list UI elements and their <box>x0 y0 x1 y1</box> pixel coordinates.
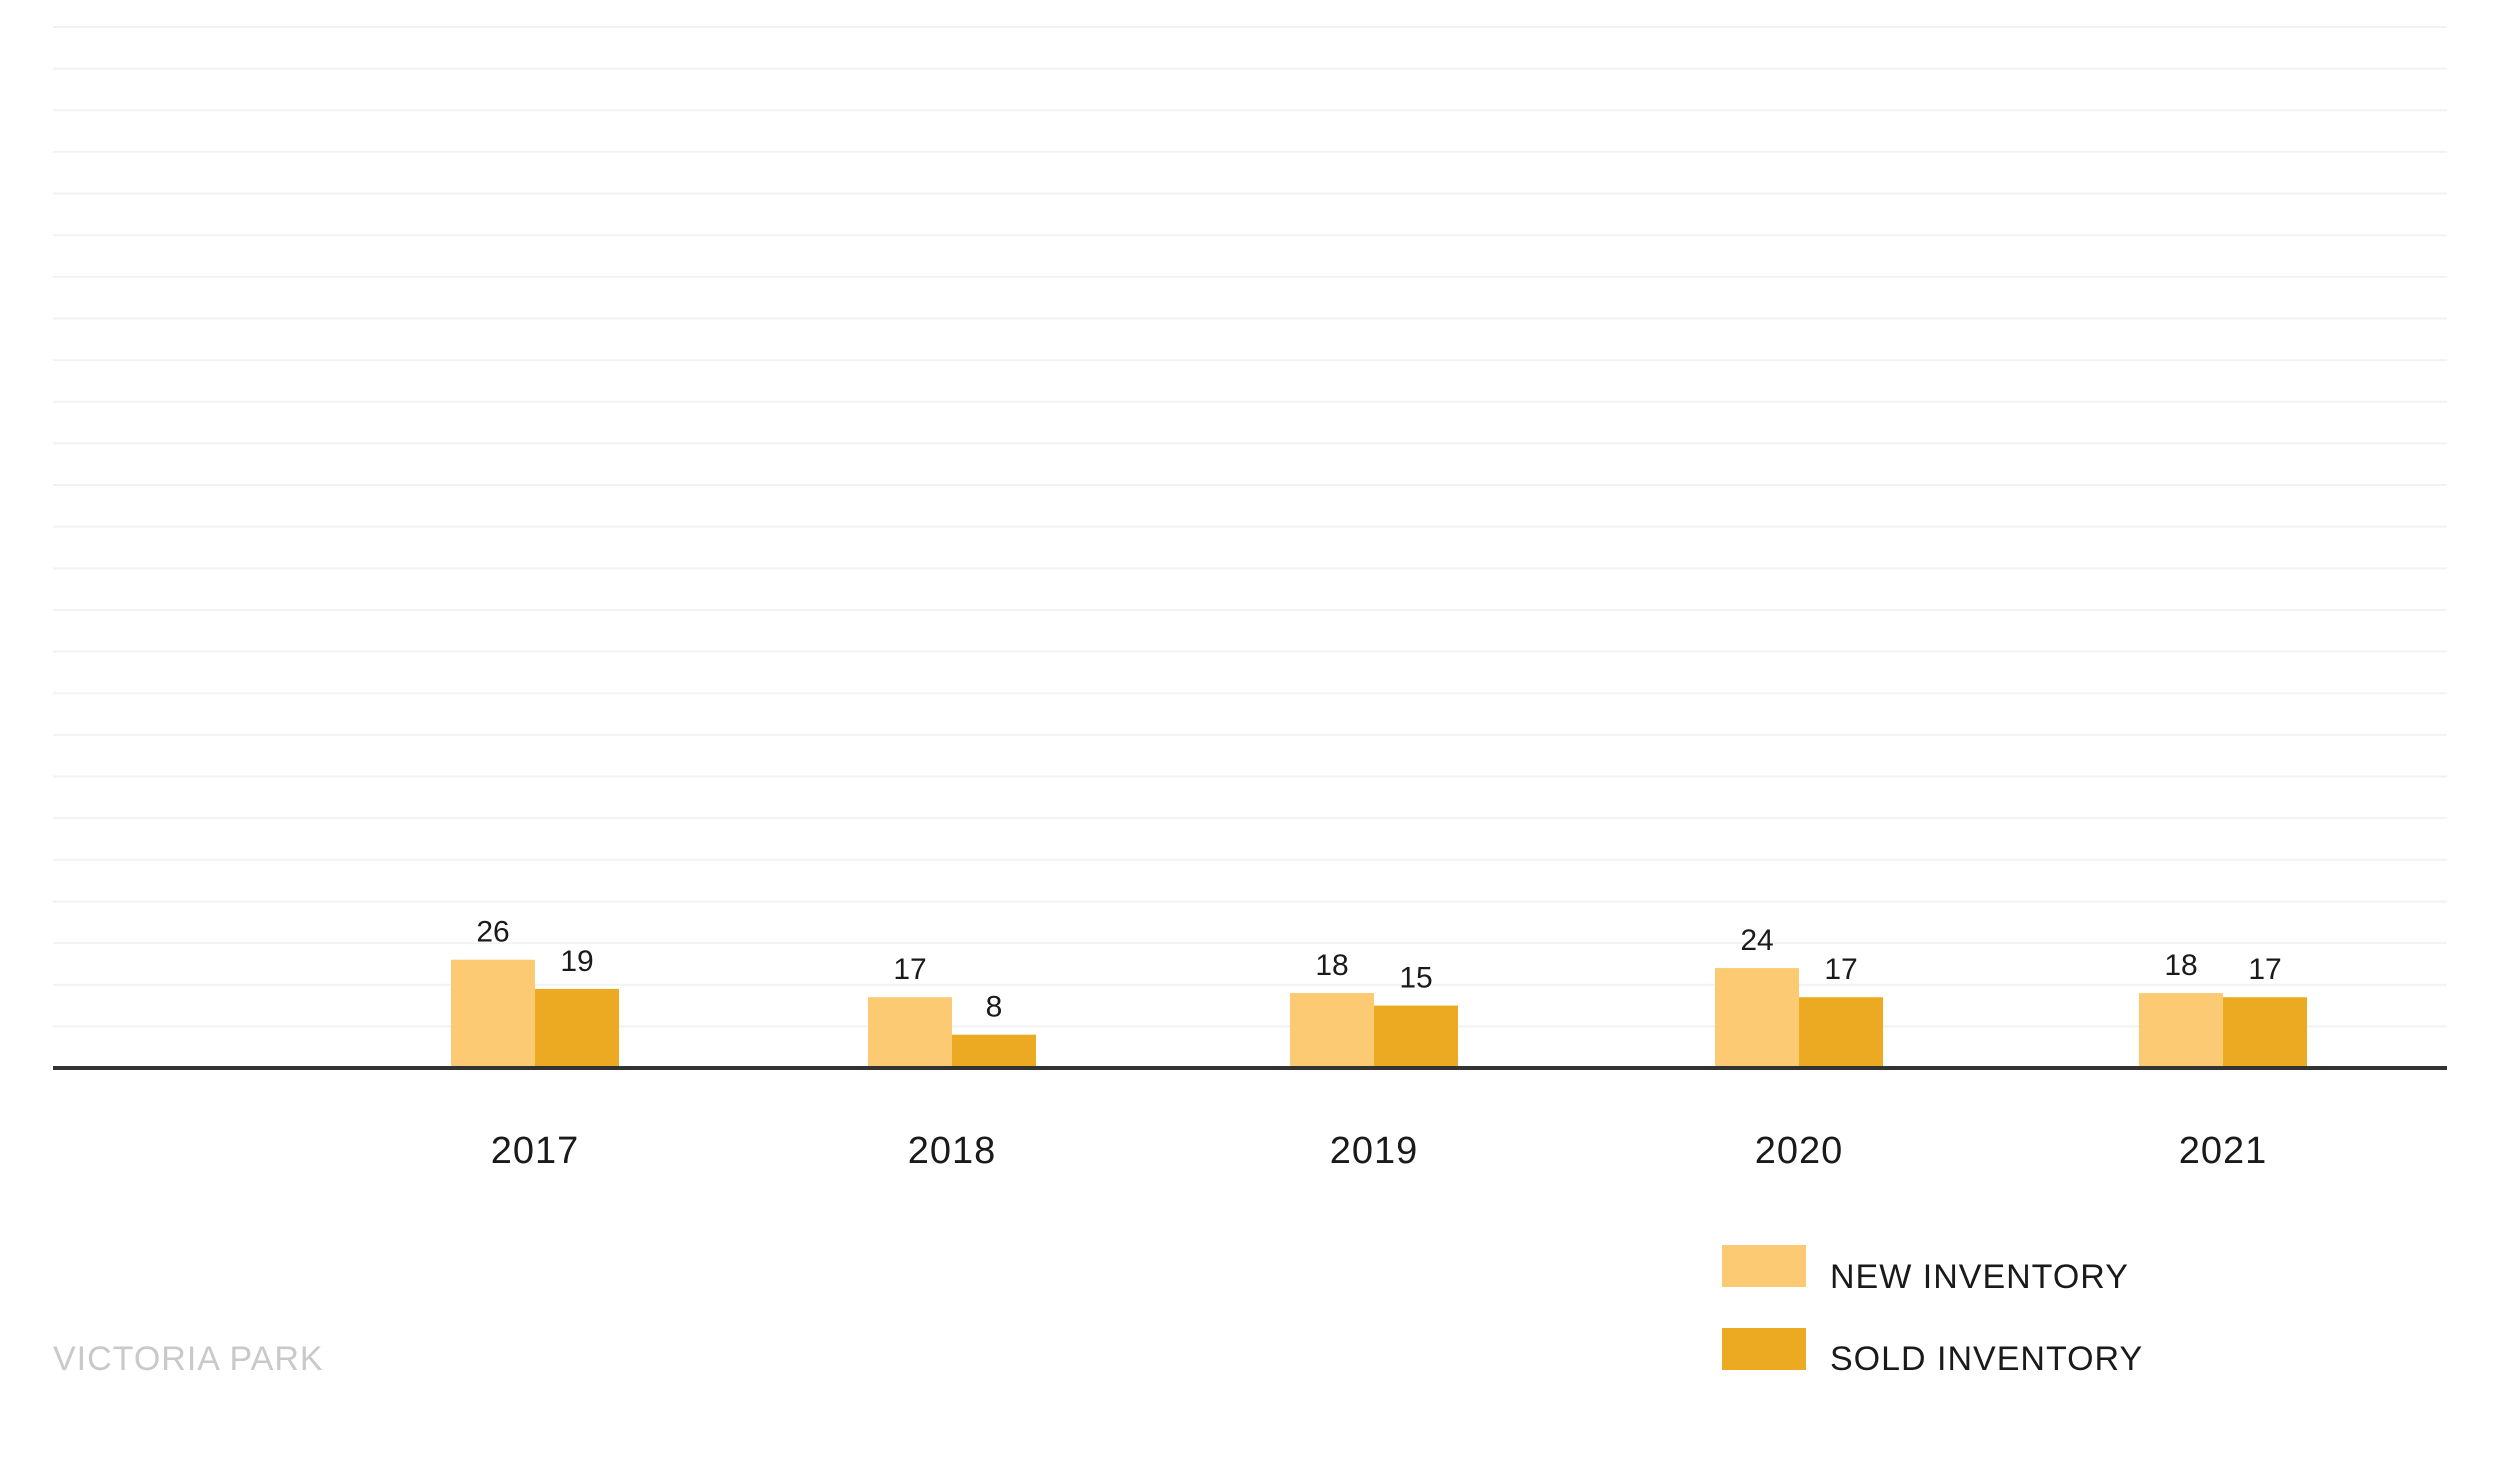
bar-new-2017 <box>451 959 535 1068</box>
bar-sold-2019 <box>1374 1005 1458 1068</box>
legend-swatch-new-inventory <box>1722 1245 1806 1287</box>
bar-new-2021 <box>2139 993 2223 1068</box>
data-labels: 26 19 17 8 18 15 24 17 18 17 <box>476 916 2281 1024</box>
data-label-new-2018: 17 <box>893 953 926 986</box>
data-label-new-2019: 18 <box>1315 949 1348 982</box>
legend-label-sold-inventory: SOLD INVENTORY <box>1830 1340 2143 1378</box>
legend-swatch-sold-inventory <box>1722 1328 1806 1370</box>
data-label-sold-2018: 8 <box>986 991 1003 1024</box>
data-label-sold-2021: 17 <box>2248 953 2281 986</box>
bar-sold-2018 <box>952 1034 1036 1068</box>
data-label-sold-2020: 17 <box>1824 953 1857 986</box>
bar-new-2018 <box>868 997 952 1068</box>
bar-sold-2020 <box>1799 997 1883 1068</box>
data-label-new-2021: 18 <box>2164 949 2197 982</box>
data-label-sold-2019: 15 <box>1399 962 1432 995</box>
bars <box>451 959 2307 1068</box>
x-tick-label-2020: 2020 <box>1755 1130 1844 1172</box>
x-tick-labels: 2017 2018 2019 2020 2021 <box>491 1130 2268 1172</box>
bar-new-2019 <box>1290 993 1374 1068</box>
data-label-new-2017: 26 <box>476 916 509 949</box>
gridlines <box>53 26 2447 1028</box>
x-tick-label-2021: 2021 <box>2179 1130 2268 1172</box>
bar-sold-2017 <box>535 988 619 1068</box>
x-tick-label-2018: 2018 <box>908 1130 997 1172</box>
x-tick-label-2017: 2017 <box>491 1130 580 1172</box>
data-label-sold-2017: 19 <box>560 945 593 978</box>
bar-new-2020 <box>1715 968 1799 1068</box>
legend-label-new-inventory: NEW INVENTORY <box>1830 1258 2129 1296</box>
footer-label: VICTORIA PARK <box>53 1340 324 1378</box>
legend: NEW INVENTORY SOLD INVENTORY <box>1722 1245 2143 1378</box>
bar-sold-2021 <box>2223 997 2307 1068</box>
data-label-new-2020: 24 <box>1740 924 1773 957</box>
x-tick-label-2019: 2019 <box>1330 1130 1419 1172</box>
